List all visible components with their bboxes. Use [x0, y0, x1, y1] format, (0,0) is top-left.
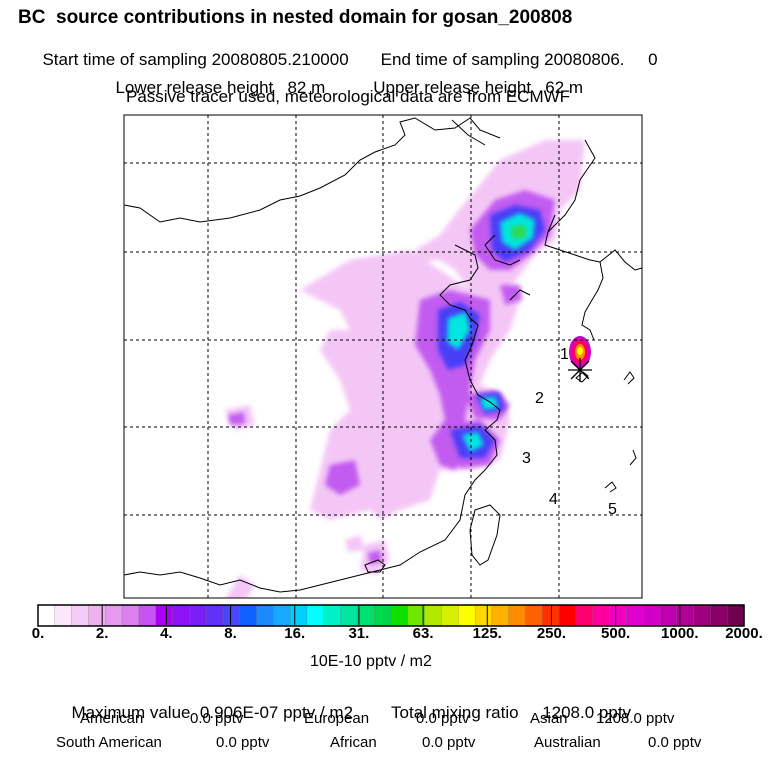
sampling-times: Start time of sampling 20080805.210000 En…: [33, 34, 658, 69]
colorbar-cell: [205, 604, 224, 627]
start-time: Start time of sampling 20080805.210000: [42, 50, 349, 69]
site-marker-4: 4: [549, 491, 558, 508]
site-marker-1: 1: [560, 346, 569, 363]
colorbar-cell: [727, 604, 745, 627]
colorbar-cell: [256, 604, 274, 627]
colorbar-cell: [693, 604, 712, 627]
asian-label: Asian: [530, 710, 568, 727]
maximum-value: Maximum value 0.906E-07 pptv / m2: [71, 703, 354, 722]
colorbar-cell: [357, 604, 375, 627]
american-value: 0.0 pptv: [190, 710, 244, 727]
colorbar-cell: [642, 604, 661, 627]
south-american-value: 0.0 pptv: [216, 734, 270, 751]
colorbar-cell: [575, 604, 594, 627]
colorbar-cell: [491, 604, 510, 627]
tracer-note: Passive tracer used, meteorological data…: [126, 87, 571, 106]
receptor-star-icon: [568, 358, 592, 382]
receptor-hotspot: [569, 336, 591, 368]
colorbar-cell: [71, 604, 90, 627]
colorbar-cell: [659, 604, 678, 627]
site-marker-2: 2: [535, 390, 544, 407]
colorbar-cell: [374, 604, 392, 627]
colorbar-cell: [121, 604, 140, 627]
colorbar-cell: [222, 604, 241, 627]
colorbar-tick-label: 63.: [412, 625, 434, 642]
total-mixing-ratio: Total mixing ratio 1208.0 pptv: [391, 703, 632, 722]
colorbar-cell: [155, 604, 174, 627]
colorbar-tick-label: 4.: [160, 625, 173, 642]
colorbar-cell: [323, 604, 342, 627]
colorbar-units: 10E-10 pptv / m2: [310, 653, 432, 670]
colorbar-tick-label: 250.: [536, 625, 567, 642]
release-heights: Lower release height 82 m Upper release h…: [106, 62, 583, 96]
colorbar-cell: [273, 604, 291, 627]
colorbar-cell: [710, 604, 728, 627]
colorbar-cell: [306, 604, 325, 627]
plume-core: [510, 224, 527, 240]
site-marker-3: 3: [522, 450, 531, 467]
plot-title: BC source contributions in nested domain…: [18, 7, 573, 28]
colorbar-tick-label: 2.: [95, 625, 109, 642]
asian-value: 1208.0 pptv: [596, 710, 675, 727]
summary-line: Maximum value 0.906E-07 pptv / m2 Total m…: [62, 687, 631, 721]
european-value: 0.0 pptv: [416, 710, 470, 727]
colorbar-cell: [54, 604, 73, 627]
colorbar-cell: [424, 604, 443, 627]
colorbar-cell: [626, 604, 644, 627]
colorbar-tick-label: 31.: [348, 625, 370, 642]
african-value: 0.0 pptv: [422, 734, 476, 751]
map-frame: [123, 114, 643, 599]
colorbar-tick-label: 500.: [601, 625, 631, 642]
colorbar-cell: [441, 604, 459, 627]
site-marker-5: 5: [608, 501, 617, 518]
colorbar-cell: [592, 604, 611, 627]
south-american-label: South American: [56, 734, 162, 751]
colorbar-cell: [558, 604, 577, 627]
upper-release-height: Upper release height 62 m: [373, 78, 584, 97]
colorbar-cell: [172, 604, 190, 627]
colorbar-frame: [37, 604, 745, 627]
australian-label: Australian: [534, 734, 601, 751]
colorbar-cell: [609, 604, 627, 627]
australian-value: 0.0 pptv: [648, 734, 702, 751]
colorbar-cell: [289, 604, 308, 627]
colorbar-tick-label: 0.: [31, 625, 45, 642]
colorbar-cell: [458, 604, 476, 627]
colorbar-cell: [407, 604, 426, 627]
colorbar-cell: [37, 604, 56, 627]
colorbar-tick-label: 125.: [472, 625, 502, 642]
colorbar-cell: [474, 604, 493, 627]
colorbar-cell: [508, 604, 527, 627]
end-time: End time of sampling 20080806. 0: [380, 50, 658, 69]
african-label: African: [330, 734, 377, 751]
colorbar-cell: [88, 604, 106, 627]
colorbar-cell: [340, 604, 359, 627]
colorbar-tick-label: 1000.: [661, 625, 699, 642]
colorbar-cell: [138, 604, 157, 627]
european-label: European: [304, 710, 370, 727]
colorbar-cell: [105, 604, 123, 627]
colorbar-tick-label: 8.: [224, 625, 237, 642]
colorbar-tick-label: 2000.: [725, 625, 763, 642]
american-label: American: [80, 710, 144, 727]
colorbar-cell: [390, 604, 409, 627]
colorbar-cell: [239, 604, 258, 627]
colorbar-cell: [189, 604, 207, 627]
lower-release-height: Lower release height 82 m: [115, 78, 326, 97]
colorbar-cell: [542, 604, 560, 627]
colorbar-tick-label: 16.: [284, 625, 306, 642]
grid: [124, 115, 642, 598]
colorbar-cell: [525, 604, 543, 627]
coastlines: [124, 117, 642, 593]
